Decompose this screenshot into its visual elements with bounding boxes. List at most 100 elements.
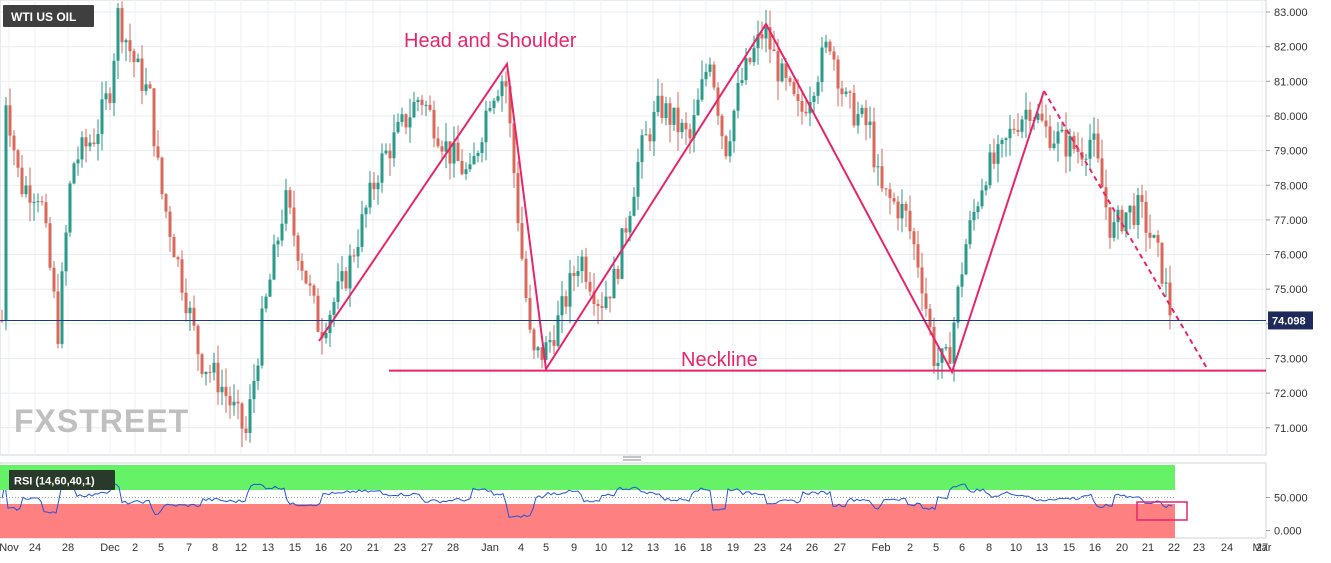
candle-body [436, 138, 440, 147]
candle-body [360, 214, 364, 247]
candle-body [336, 281, 340, 302]
candle-body [972, 211, 976, 221]
candle-body [340, 271, 344, 282]
candle-body [416, 99, 420, 102]
candle-body [212, 362, 216, 373]
candle-body [264, 296, 268, 309]
candle-body [224, 386, 228, 397]
candle-body [1108, 207, 1112, 238]
candle-body [168, 211, 172, 237]
x-tick-label: Jan [481, 542, 499, 554]
candle-body [380, 153, 384, 183]
x-tick-label: 4 [518, 542, 524, 554]
candle-body [892, 198, 896, 202]
candle-body [560, 296, 564, 316]
candle-body [628, 215, 632, 233]
candle-body [512, 123, 516, 174]
candle-body [956, 286, 960, 323]
candle-body [544, 342, 548, 360]
candle-body [428, 104, 432, 110]
candle-body [352, 255, 356, 257]
candle-body [368, 182, 372, 208]
candle-body [644, 134, 648, 136]
candle-body [196, 325, 200, 355]
candle-body [292, 207, 296, 236]
candle-body [860, 107, 864, 115]
x-tick-label: 5 [543, 542, 549, 554]
candle-body [236, 401, 240, 404]
candle-body [652, 112, 656, 142]
candle-body [36, 201, 40, 203]
y-tick-label: 81.000 [1274, 76, 1308, 88]
candle-body [696, 99, 700, 116]
annotation-head-and-shoulder: Head and Shoulder [404, 30, 577, 52]
pane-resize-handle[interactable] [623, 456, 641, 461]
candle-body [776, 51, 780, 82]
candle-body [412, 101, 416, 118]
candle-body [992, 152, 996, 164]
x-tick-label: 10 [595, 542, 607, 554]
candle-body [356, 246, 360, 257]
symbol-label: WTI US OIL [11, 10, 76, 24]
x-tick-label: 24 [780, 542, 792, 554]
candle-body [532, 329, 536, 351]
rsi-highlight-box [1136, 501, 1188, 521]
x-tick-label: 5 [933, 542, 939, 554]
x-tick-label: 20 [340, 542, 352, 554]
x-tick-label: Mar [1253, 542, 1272, 554]
candle-body [676, 107, 680, 133]
candle-body [348, 255, 352, 289]
candle-body [528, 297, 532, 330]
candle-body [660, 95, 664, 118]
candle-body [60, 271, 64, 344]
x-tick-label: 6 [959, 542, 965, 554]
candle-body [288, 190, 292, 208]
candle-body [816, 82, 820, 96]
candlestick-series [0, 1, 1172, 448]
candle-body [548, 340, 552, 343]
candle-body [332, 301, 336, 315]
candle-body [1144, 201, 1148, 233]
candle-body [1096, 133, 1100, 159]
candle-body [1132, 205, 1136, 226]
candle-body [880, 166, 884, 189]
candle-body [100, 99, 104, 135]
y-tick-label: 71.000 [1274, 423, 1308, 435]
candle-body [812, 95, 816, 102]
candle-body [588, 281, 592, 292]
x-tick-label: 19 [727, 542, 739, 554]
candle-body [152, 88, 156, 147]
x-tick-label: 16 [674, 542, 686, 554]
candle-body [40, 201, 44, 203]
candle-body [672, 107, 676, 125]
candle-body [112, 60, 116, 104]
candle-body [256, 365, 260, 382]
y-tick-label: 75.000 [1274, 284, 1308, 296]
candle-body [980, 190, 984, 207]
candle-body [376, 182, 380, 190]
candle-body [836, 59, 840, 89]
candle-body [692, 115, 696, 139]
candle-body [408, 117, 412, 128]
candle-body [84, 137, 88, 147]
candle-body [1164, 282, 1168, 284]
candle-body [1128, 205, 1132, 213]
x-tick-label: 27 [421, 542, 433, 554]
candle-body [344, 271, 348, 289]
x-tick-label: 5 [158, 542, 164, 554]
candle-body [220, 386, 224, 393]
candle-body [500, 81, 504, 97]
candle-body [900, 203, 904, 219]
rsi-upper-band [0, 465, 1175, 490]
candle-body [252, 381, 256, 400]
candle-body [480, 142, 484, 153]
candle-body [1044, 120, 1048, 127]
candle-body [784, 63, 788, 78]
x-tick-label: 20 [1116, 542, 1128, 554]
candle-body [104, 93, 108, 100]
candle-body [576, 271, 580, 276]
candle-body [1148, 232, 1152, 238]
symbol-badge: WTI US OIL [3, 5, 94, 27]
